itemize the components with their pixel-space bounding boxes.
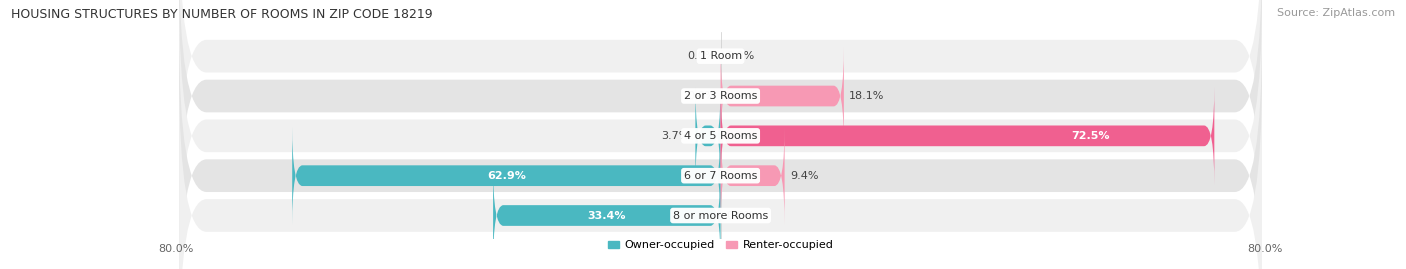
FancyBboxPatch shape (179, 73, 1263, 269)
FancyBboxPatch shape (721, 86, 1215, 185)
Text: 0.0%: 0.0% (725, 211, 754, 221)
Text: 4 or 5 Rooms: 4 or 5 Rooms (683, 131, 758, 141)
FancyBboxPatch shape (179, 0, 1263, 199)
Text: Source: ZipAtlas.com: Source: ZipAtlas.com (1277, 8, 1395, 18)
FancyBboxPatch shape (696, 86, 721, 185)
Text: 1 Room: 1 Room (700, 51, 741, 61)
Text: 8 or more Rooms: 8 or more Rooms (673, 211, 768, 221)
Text: 72.5%: 72.5% (1071, 131, 1111, 141)
Text: 2 or 3 Rooms: 2 or 3 Rooms (683, 91, 758, 101)
Text: 0.0%: 0.0% (725, 51, 754, 61)
FancyBboxPatch shape (179, 33, 1263, 269)
Legend: Owner-occupied, Renter-occupied: Owner-occupied, Renter-occupied (607, 240, 834, 250)
FancyBboxPatch shape (721, 47, 844, 146)
Text: 62.9%: 62.9% (486, 171, 526, 181)
FancyBboxPatch shape (494, 166, 721, 265)
FancyBboxPatch shape (179, 0, 1263, 269)
Text: 0.0%: 0.0% (688, 91, 716, 101)
Text: 9.4%: 9.4% (790, 171, 818, 181)
Text: 3.7%: 3.7% (662, 131, 690, 141)
FancyBboxPatch shape (179, 0, 1263, 239)
Text: 33.4%: 33.4% (588, 211, 626, 221)
FancyBboxPatch shape (292, 126, 721, 225)
Text: 18.1%: 18.1% (849, 91, 884, 101)
FancyBboxPatch shape (721, 126, 785, 225)
Text: 0.0%: 0.0% (688, 51, 716, 61)
Text: HOUSING STRUCTURES BY NUMBER OF ROOMS IN ZIP CODE 18219: HOUSING STRUCTURES BY NUMBER OF ROOMS IN… (11, 8, 433, 21)
Text: 6 or 7 Rooms: 6 or 7 Rooms (683, 171, 758, 181)
